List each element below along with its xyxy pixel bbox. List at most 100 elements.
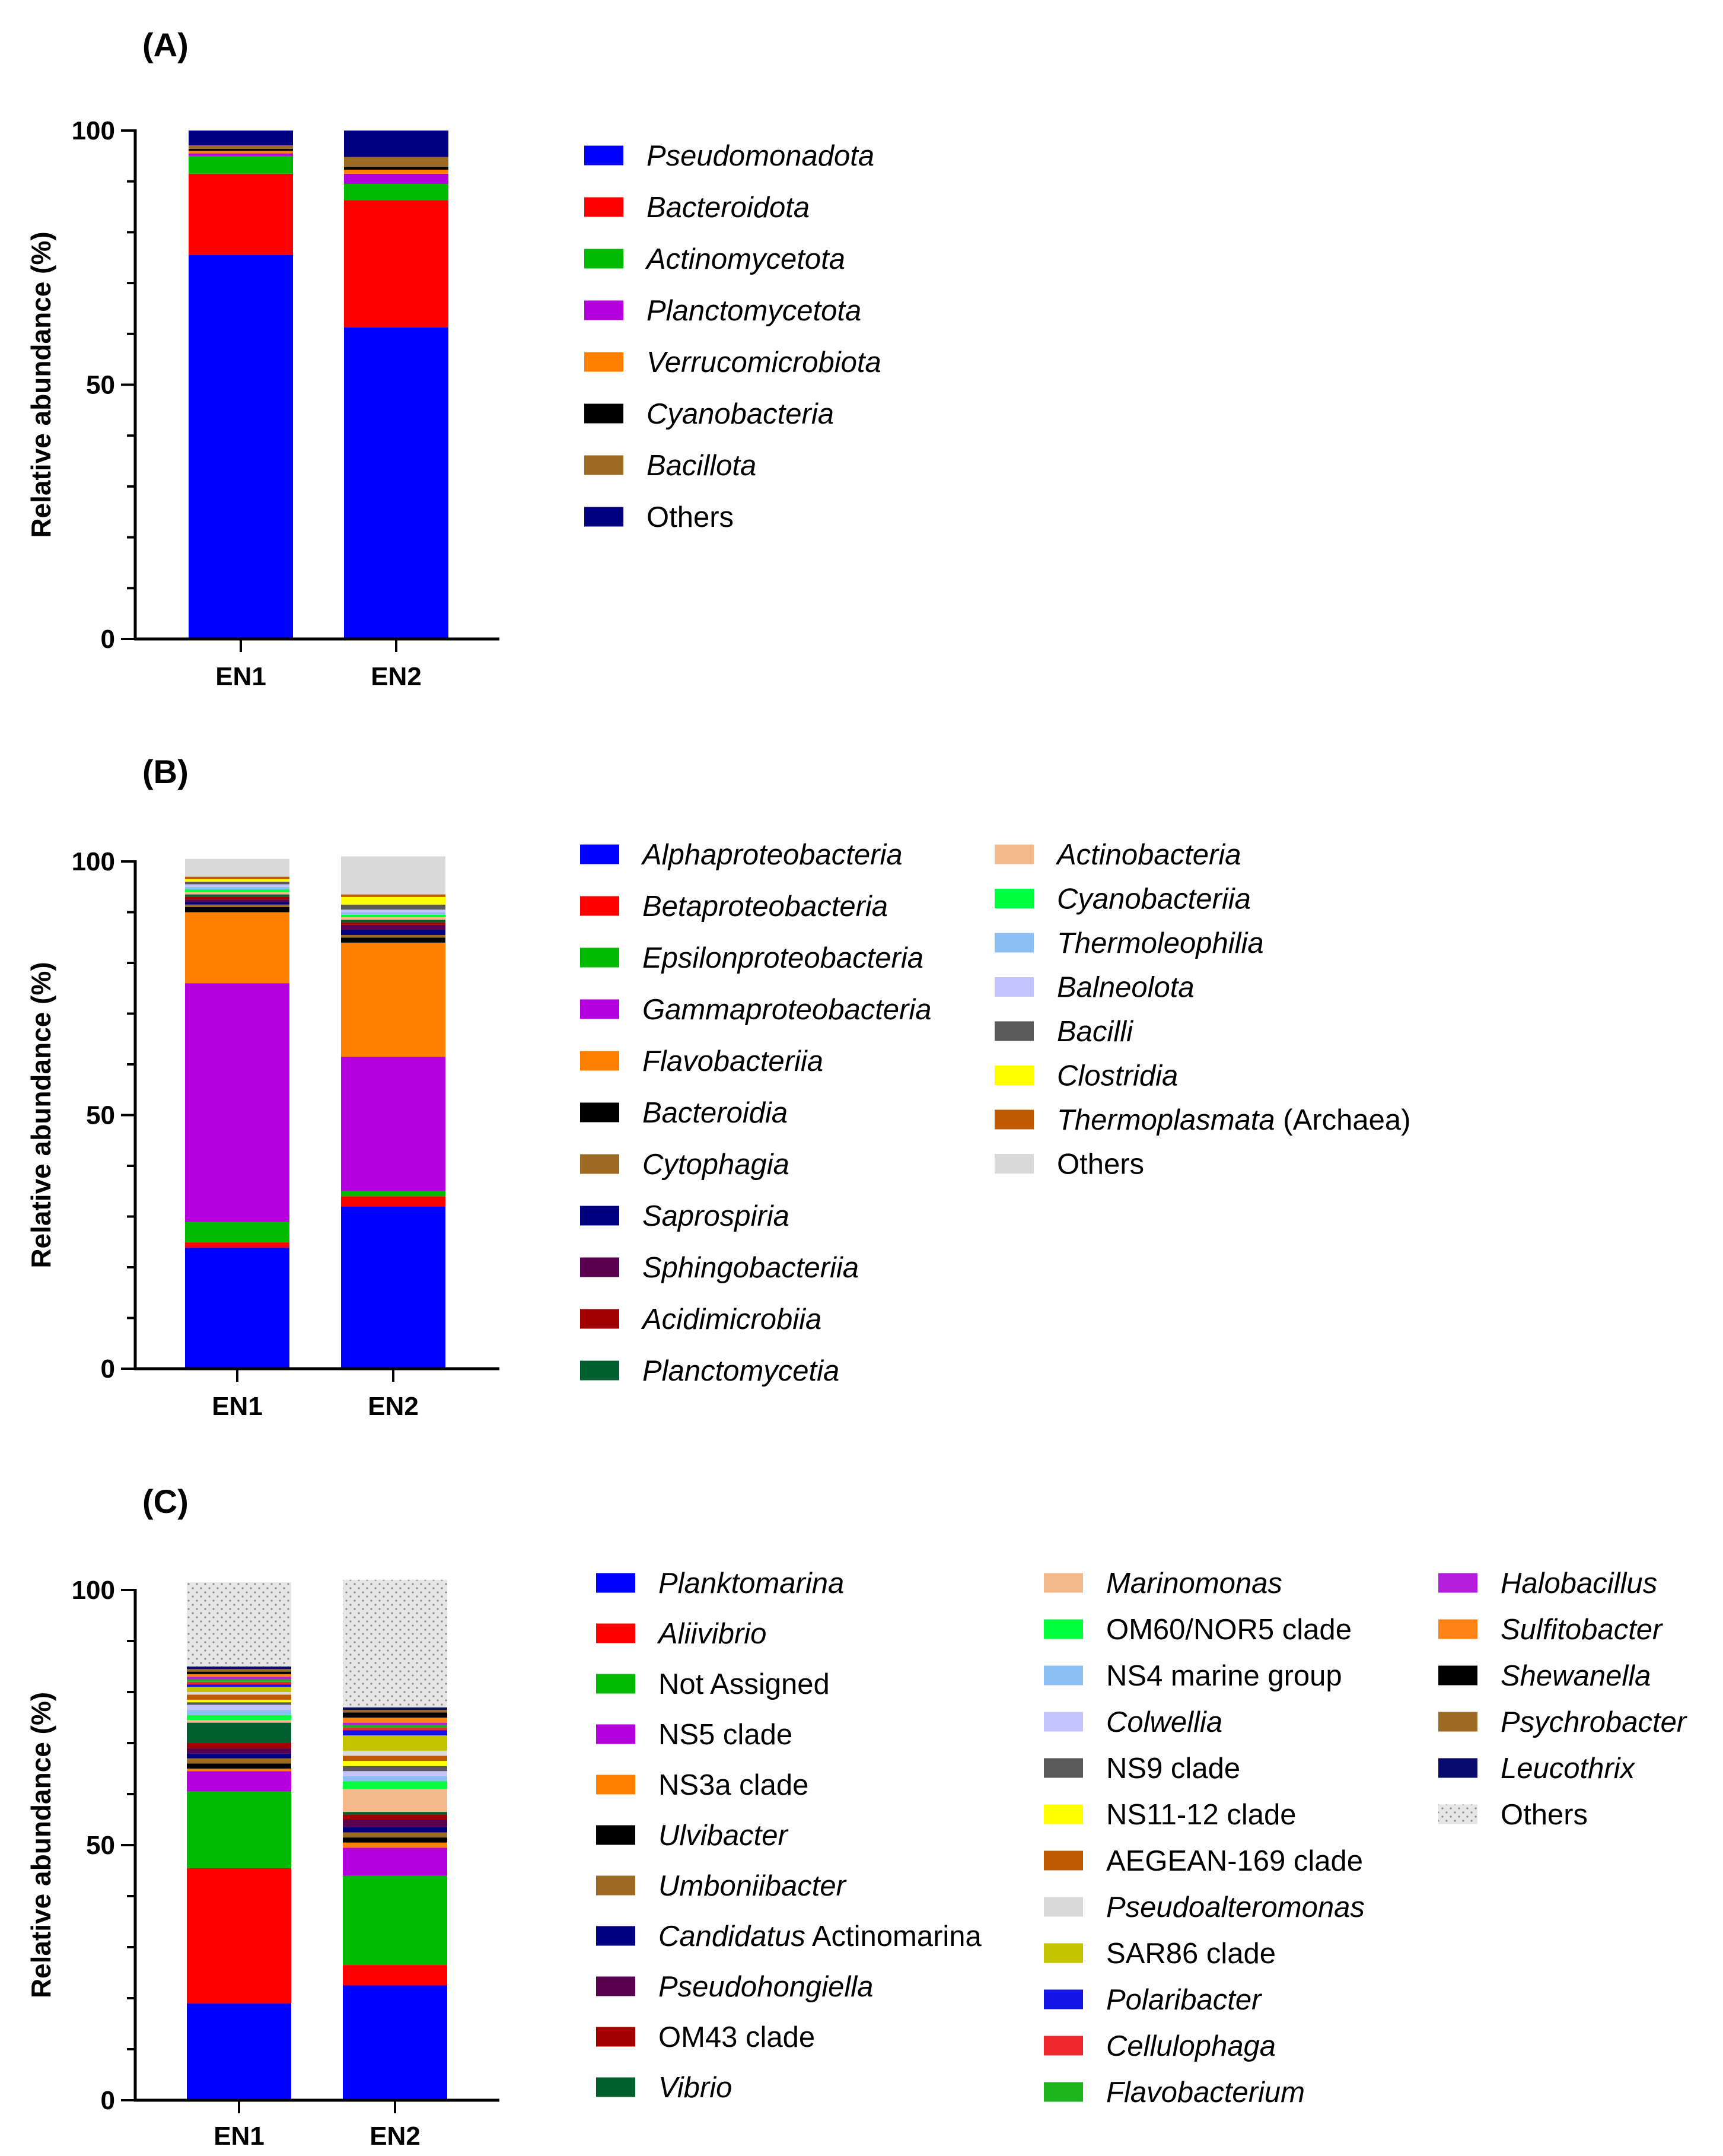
bar-en2-cyanobacteriia xyxy=(341,914,445,918)
legend-name: Alphaproteobacteria xyxy=(641,839,903,871)
bar-en1-bacilli xyxy=(185,882,289,885)
bar-en2-planctomycetia xyxy=(341,920,445,923)
legend-label: Polaribacter xyxy=(1106,1984,1262,2016)
legend-label: SAR86 clade xyxy=(1106,1938,1276,1970)
x-tick-label: EN2 xyxy=(370,2122,421,2151)
legend-swatch-sphingobacteriia xyxy=(580,1257,619,1277)
legend-name: Gammaproteobacteria xyxy=(642,994,932,1026)
bar-en1-flavobacterium xyxy=(187,1679,291,1682)
bar-en2-cyanobacteria xyxy=(344,166,448,170)
legend-label: Bacteroidia xyxy=(642,1097,788,1129)
legend-label: Flavobacteriia xyxy=(642,1045,823,1077)
legend-swatch-pseudomonadota xyxy=(584,145,623,166)
bar-en2-halobacillus xyxy=(343,1722,447,1725)
legend-name: Thermoplasmata xyxy=(1057,1104,1275,1136)
legend-label: Bacteroidota xyxy=(646,192,810,224)
bar-en1-om60-nor5-clade xyxy=(187,1715,291,1721)
legend-name: Pseudoalteromonas xyxy=(1106,1891,1365,1923)
legend: Alphaproteobacteria Betaproteobacteria Eps… xyxy=(580,839,1410,1387)
legend-label: Cyanobacteria xyxy=(646,398,834,430)
bar-en1-balneolota xyxy=(185,884,289,887)
bar-en2-ns9-clade xyxy=(343,1766,447,1772)
legend-label: Actinobacteria xyxy=(1055,839,1241,871)
legend-name: Planktomarina xyxy=(658,1567,844,1599)
bar-en2-cytophagia xyxy=(341,934,445,938)
legend-name: Vibrio xyxy=(658,2072,732,2104)
legend-label: Balneolota xyxy=(1057,972,1195,1004)
legend-label: Clostridia xyxy=(1057,1060,1178,1092)
legend-name: Aliivibrio xyxy=(657,1618,766,1650)
legend-swatch-polaribacter xyxy=(1044,1989,1083,2009)
legend-swatch-cellulophaga xyxy=(1044,2036,1083,2056)
legend-swatch-balneolota xyxy=(995,977,1034,997)
legend: Pseudomonadota Bacteroidota Actinomycetota… xyxy=(584,140,881,533)
bar-en1-alphaproteobacteria xyxy=(185,1247,289,1369)
legend-swatch-bacteroidia xyxy=(580,1102,619,1122)
legend-swatch-vibrio xyxy=(596,2077,635,2097)
legend-swatch-bacteroidota xyxy=(584,197,623,217)
bar-en2-leucothrix xyxy=(343,1707,447,1710)
legend-name: NS9 clade xyxy=(1106,1753,1240,1785)
legend-name: AEGEAN-169 clade xyxy=(1106,1845,1363,1877)
legend-label: NS9 clade xyxy=(1106,1753,1240,1785)
x-tick-label: EN1 xyxy=(214,2122,265,2151)
bar-en2-not-assigned xyxy=(343,1875,447,1966)
bar-en2-psychrobacter xyxy=(343,1710,447,1713)
panel-label: (B) xyxy=(142,753,189,790)
legend-name: SAR86 clade xyxy=(1106,1938,1276,1970)
legend-label: Cytophagia xyxy=(642,1149,789,1181)
legend-label: Umboniibacter xyxy=(658,1870,847,1902)
legend-suffix: Actinomarina xyxy=(805,1920,982,1953)
bar-en1-others xyxy=(189,131,293,145)
bar-en2-thermoleophilia xyxy=(341,912,445,915)
bar-en1-acidimicrobiia xyxy=(185,896,289,900)
bar-en2-thermoplasmata xyxy=(341,894,445,897)
legend-name: Epsilonproteobacteria xyxy=(642,942,923,974)
legend-label: Planktomarina xyxy=(658,1567,844,1599)
legend-swatch-pseudoalteromonas xyxy=(1044,1897,1083,1917)
legend-swatch-ns11-12-clade xyxy=(1044,1804,1083,1824)
legend-swatch-aegean-169-clade xyxy=(1044,1850,1083,1871)
legend-name: Not Assigned xyxy=(658,1668,830,1700)
legend-label: Planctomycetota xyxy=(646,295,861,327)
bar-en2-flavobacteriia xyxy=(341,942,445,1057)
legend-swatch-saprospiria xyxy=(580,1206,619,1226)
bar-en1-shewanella xyxy=(187,1671,291,1674)
bar-en1-others xyxy=(185,858,289,877)
legend-name: Betaproteobacteria xyxy=(642,891,888,923)
legend-name: Sulfitobacter xyxy=(1501,1614,1663,1646)
legend-swatch-flavobacteriia xyxy=(580,1051,619,1071)
bar-en2-pseudohongiella xyxy=(343,1820,447,1827)
legend-name: Sphingobacteriia xyxy=(642,1252,859,1284)
bar-en1-pseudomonadota xyxy=(189,255,293,640)
bar-en2-clostridia xyxy=(341,896,445,905)
legend-swatch-verrucomicrobiota xyxy=(584,352,623,372)
legend-swatch-thermoleophilia xyxy=(995,933,1034,953)
bar-en1-leucothrix xyxy=(187,1667,291,1670)
legend: Planktomarina Aliivibrio Not Assigned NS5 c… xyxy=(596,1567,1687,2109)
legend-name: Actinomycetota xyxy=(645,243,845,275)
chart-panel-a: (A) Relative abundance (%) EN1 EN2 0 50 100 Pse… xyxy=(26,26,881,691)
bar-en1-gammaproteobacteria xyxy=(185,983,289,1222)
legend-swatch-ns5-clade xyxy=(596,1724,635,1744)
legend-label: Acidimicrobiia xyxy=(641,1303,821,1335)
bar-en1-clostridia xyxy=(185,879,289,882)
bar-en2-om60-nor5-clade xyxy=(343,1781,447,1789)
bar-en1-actinomycetota xyxy=(189,155,293,174)
legend-name: Planctomycetia xyxy=(642,1355,839,1387)
bar-en2-sphingobacteriia xyxy=(341,924,445,930)
bar-en2-balneolota xyxy=(341,910,445,912)
bar-en1-om43-clade xyxy=(187,1743,291,1748)
bar-en2-actinobacteria xyxy=(341,917,445,920)
chart-panel-c: (C) Relative abundance (%) EN1 EN2 0 50 100 Pla… xyxy=(26,1483,1687,2151)
bar-en2-bacteroidota xyxy=(344,200,448,327)
bar-en2-alphaproteobacteria xyxy=(341,1206,445,1369)
legend-swatch-alphaproteobacteria xyxy=(580,844,619,864)
legend-name: Cytophagia xyxy=(642,1149,789,1181)
bar-en1-sulfitobacter xyxy=(187,1674,291,1677)
bar-en1-planktomarina xyxy=(187,2003,291,2100)
bar-en2-umboniibacter xyxy=(343,1832,447,1838)
legend-swatch-cyanobacteria xyxy=(584,403,623,424)
legend-swatch-ulvibacter xyxy=(596,1825,635,1845)
legend-name: Flavobacterium xyxy=(1106,2076,1305,2109)
